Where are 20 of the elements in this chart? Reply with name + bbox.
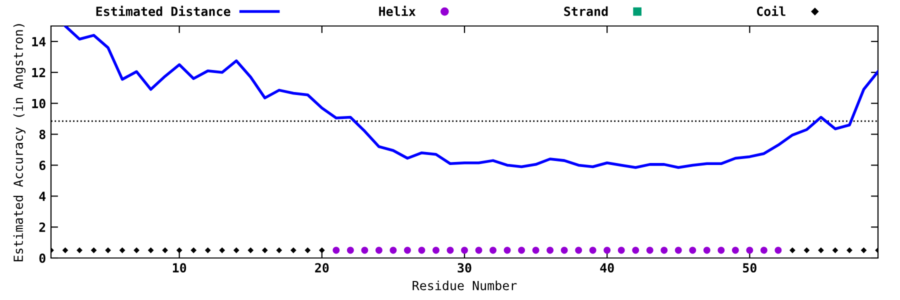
legend-label: Coil — [756, 6, 786, 16]
legend-label: Helix — [379, 6, 416, 16]
y-tick-label: 6 — [39, 160, 46, 170]
y-tick-label: 14 — [32, 37, 46, 46]
y-tick-label: 2 — [39, 222, 46, 232]
y-axis-title: Estimated Accuracy (in Angstron) — [13, 24, 26, 262]
x-tick-label: 20 — [315, 263, 329, 273]
y-tick-label: 8 — [39, 130, 46, 140]
x-axis-title: Residue Number — [412, 280, 517, 290]
y-tick-label: 12 — [32, 68, 46, 78]
line-series — [64, 26, 878, 169]
x-tick-label: 30 — [458, 263, 472, 273]
x-tick-label: 40 — [600, 263, 614, 273]
y-tick-label: 0 — [39, 253, 46, 263]
y-tick-label: 10 — [32, 98, 46, 108]
legend-label: Strand — [564, 6, 608, 16]
x-tick-label: 10 — [172, 263, 186, 273]
legend-label: Estimated Distance — [96, 6, 230, 16]
x-tick-label: 50 — [743, 263, 756, 273]
y-tick-label: 4 — [39, 192, 46, 201]
